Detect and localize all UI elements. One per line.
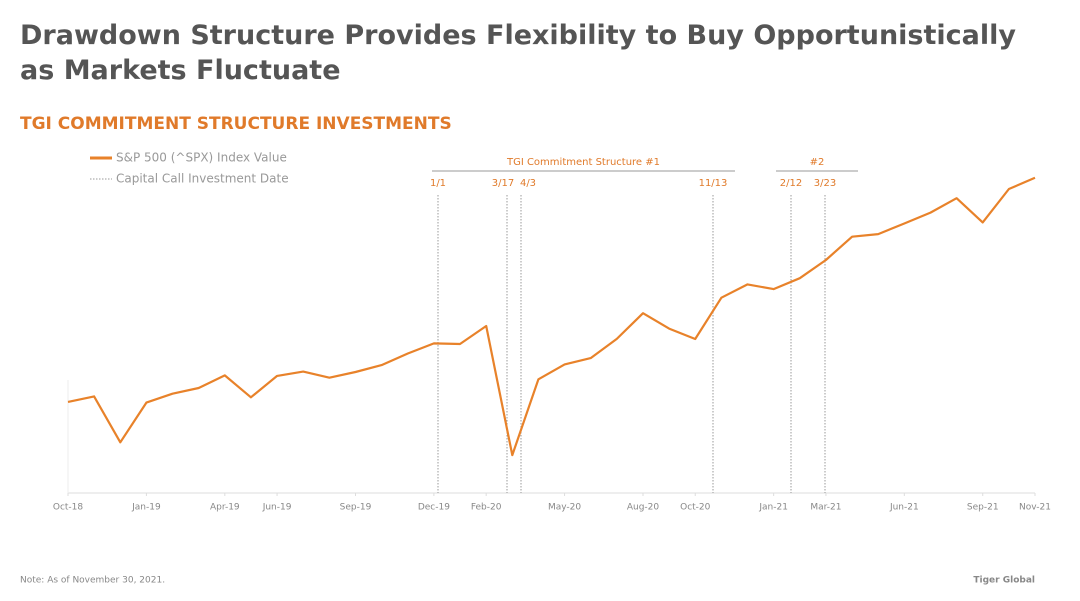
x-tick-label: May-20 bbox=[548, 503, 581, 513]
x-tick-label: Aug-20 bbox=[627, 503, 660, 513]
x-tick-label: Jun-21 bbox=[889, 503, 919, 513]
x-tick-label: Oct-20 bbox=[680, 503, 711, 513]
chart-title: TGI COMMITMENT STRUCTURE INVESTMENTS bbox=[20, 114, 452, 134]
x-tick-label: Mar-21 bbox=[810, 503, 841, 513]
call-label: 3/23 bbox=[814, 178, 836, 189]
x-tick-label: Feb-20 bbox=[471, 503, 502, 513]
slide-title: Drawdown Structure Provides Flexibility … bbox=[20, 20, 1016, 86]
series-line bbox=[67, 176, 1036, 457]
call-label: 4/3 bbox=[520, 178, 536, 189]
legend-label: Capital Call Investment Date bbox=[116, 172, 289, 186]
group-label: #2 bbox=[810, 157, 825, 168]
call-label: 1/1 bbox=[430, 178, 446, 189]
footer: Tiger Global bbox=[973, 576, 1035, 586]
call-label: 3/17 bbox=[492, 178, 514, 189]
call-label: 11/13 bbox=[699, 178, 728, 189]
x-tick-label: Sep-19 bbox=[340, 503, 372, 513]
x-tick-label: Jan-21 bbox=[758, 503, 788, 513]
x-tick-label: Jan-19 bbox=[131, 503, 161, 513]
group-label: TGI Commitment Structure #1 bbox=[506, 157, 660, 168]
x-tick-label: Sep-21 bbox=[967, 503, 999, 513]
call-label: 2/12 bbox=[780, 178, 802, 189]
legend-label: S&P 500 (^SPX) Index Value bbox=[116, 151, 287, 165]
x-tick-label: Dec-19 bbox=[418, 503, 450, 513]
x-tick-label: Jun-19 bbox=[262, 503, 292, 513]
x-tick-label: Apr-19 bbox=[210, 503, 240, 513]
x-tick-label: Nov-21 bbox=[1019, 503, 1051, 513]
note: Note: As of November 30, 2021. bbox=[20, 576, 165, 586]
x-tick-label: Oct-18 bbox=[53, 503, 84, 513]
